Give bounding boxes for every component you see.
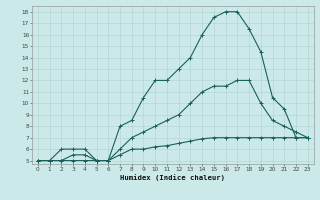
X-axis label: Humidex (Indice chaleur): Humidex (Indice chaleur) — [120, 175, 225, 181]
